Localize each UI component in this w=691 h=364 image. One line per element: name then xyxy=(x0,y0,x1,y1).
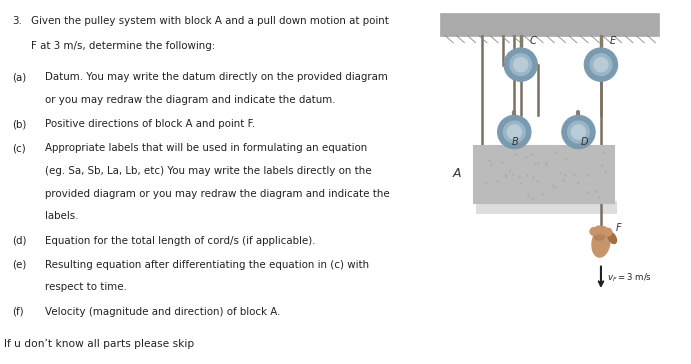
Text: C: C xyxy=(530,36,536,46)
Text: If u don’t know all parts please skip: If u don’t know all parts please skip xyxy=(4,339,194,348)
Circle shape xyxy=(504,48,538,81)
Text: (f): (f) xyxy=(12,307,23,317)
Text: respect to time.: respect to time. xyxy=(45,282,126,292)
Circle shape xyxy=(513,58,528,72)
Text: B: B xyxy=(512,137,518,147)
Text: provided diagram or you may redraw the diagram and indicate the: provided diagram or you may redraw the d… xyxy=(45,189,389,198)
Circle shape xyxy=(510,54,531,75)
Text: (d): (d) xyxy=(12,236,26,245)
Text: Equation for the total length of cord/s (if applicable).: Equation for the total length of cord/s … xyxy=(45,236,315,245)
Text: Velocity (magnitude and direction) of block A.: Velocity (magnitude and direction) of bl… xyxy=(45,307,280,317)
Circle shape xyxy=(590,228,598,236)
Ellipse shape xyxy=(608,232,616,244)
Circle shape xyxy=(571,125,585,139)
Text: Given the pulley system with block A and a pull down motion at point: Given the pulley system with block A and… xyxy=(30,16,388,26)
Ellipse shape xyxy=(594,232,604,240)
Text: labels.: labels. xyxy=(45,211,78,221)
Text: (e): (e) xyxy=(12,260,26,270)
Text: (c): (c) xyxy=(12,143,26,153)
Bar xyxy=(473,145,614,203)
Text: F: F xyxy=(616,223,621,233)
Text: (a): (a) xyxy=(12,72,26,82)
Text: Resulting equation after differentiating the equation in (c) with: Resulting equation after differentiating… xyxy=(45,260,369,270)
Circle shape xyxy=(585,48,618,81)
Text: F at 3 m/s, determine the following:: F at 3 m/s, determine the following: xyxy=(30,41,215,51)
Ellipse shape xyxy=(592,229,610,257)
Bar xyxy=(476,201,617,214)
Bar xyxy=(440,13,659,36)
Text: (eg. Sa, Sb, La, Lb, etc) You may write the labels directly on the: (eg. Sa, Sb, La, Lb, etc) You may write … xyxy=(45,166,371,176)
Text: Appropriate labels that will be used in formulating an equation: Appropriate labels that will be used in … xyxy=(45,143,367,153)
Text: $v_F = 3$ m/s: $v_F = 3$ m/s xyxy=(607,271,652,284)
Circle shape xyxy=(504,121,525,143)
Text: Datum. You may write the datum directly on the provided diagram: Datum. You may write the datum directly … xyxy=(45,72,388,82)
Circle shape xyxy=(507,125,521,139)
Circle shape xyxy=(600,227,607,234)
Circle shape xyxy=(562,115,595,149)
Text: 3.: 3. xyxy=(12,16,21,26)
Circle shape xyxy=(595,226,603,234)
Text: or you may redraw the diagram and indicate the datum.: or you may redraw the diagram and indica… xyxy=(45,95,335,104)
Circle shape xyxy=(590,54,612,75)
Circle shape xyxy=(498,115,531,149)
Circle shape xyxy=(604,228,612,236)
Circle shape xyxy=(594,58,608,72)
Text: Positive directions of block A and point F.: Positive directions of block A and point… xyxy=(45,119,255,129)
Circle shape xyxy=(567,121,589,143)
Text: D: D xyxy=(581,137,589,147)
Text: (b): (b) xyxy=(12,119,26,129)
Text: A: A xyxy=(453,167,462,180)
Text: E: E xyxy=(610,36,616,46)
